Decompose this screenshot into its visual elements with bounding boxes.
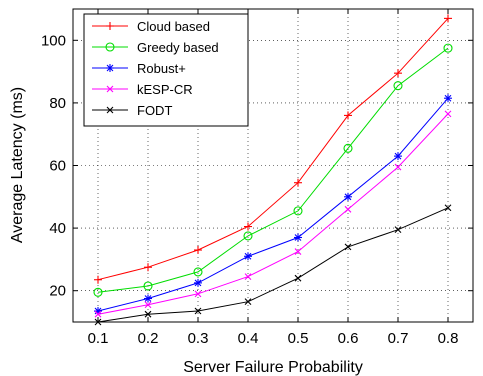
data-point-greedy-based xyxy=(293,206,303,216)
data-point-greedy-based xyxy=(443,43,453,53)
series-layer xyxy=(93,14,453,326)
data-point-greedy-based xyxy=(393,81,403,91)
y-tick-label: 60 xyxy=(49,158,66,175)
legend-label-kesp-cr: kESP-CR xyxy=(137,82,193,97)
x-tick-label: 0.6 xyxy=(338,330,359,347)
data-point-cloud-based xyxy=(394,69,402,78)
data-point-fodt xyxy=(294,274,302,282)
x-axis-label: Server Failure Probability xyxy=(183,359,363,376)
data-point-greedy-based xyxy=(93,287,103,297)
axis-ticks: 0.1 0.2 0.3 0.4 0.5 0.6 0.7 0.8 20 40 60 80 100 xyxy=(41,9,473,347)
data-point-robust xyxy=(344,192,352,201)
data-point-fodt xyxy=(344,243,352,251)
data-point-kesp-cr xyxy=(144,301,152,309)
y-tick-label: 100 xyxy=(41,32,66,49)
data-point-kesp-cr xyxy=(244,273,252,281)
data-point-kesp-cr xyxy=(394,163,402,171)
legend-marker-robust xyxy=(106,64,114,72)
data-point-kesp-cr xyxy=(344,205,352,213)
legend-label-robust: Robust+ xyxy=(137,61,186,76)
x-tick-label: 0.4 xyxy=(238,330,259,347)
data-point-greedy-based xyxy=(193,267,203,277)
series-line-robust xyxy=(97,97,449,312)
legend-label-greedy-based: Greedy based xyxy=(137,40,219,55)
x-tick-label: 0.3 xyxy=(188,330,209,347)
y-tick-label: 20 xyxy=(49,283,66,300)
legend: Cloud based Greedy based Robust+ kESP-CR FOD… xyxy=(83,13,249,127)
data-point-robust xyxy=(294,233,302,242)
y-tick-label: 40 xyxy=(49,220,66,237)
legend-marker-fodt xyxy=(106,106,114,114)
data-point-fodt xyxy=(194,307,202,315)
data-point-fodt xyxy=(144,310,152,318)
x-tick-label: 0.7 xyxy=(388,330,409,347)
data-point-cloud-based xyxy=(144,263,152,272)
legend-marker-greedy-based xyxy=(105,42,115,52)
data-point-kesp-cr xyxy=(94,310,102,318)
data-point-kesp-cr xyxy=(444,110,452,118)
y-tick-label: 80 xyxy=(49,95,66,112)
legend-marker-kesp-cr xyxy=(106,85,114,93)
data-point-fodt xyxy=(394,226,402,234)
series-line-cloud-based xyxy=(97,18,449,281)
data-point-robust xyxy=(244,252,252,261)
x-tick-label: 0.2 xyxy=(138,330,159,347)
data-point-greedy-based xyxy=(143,281,153,291)
x-tick-label: 0.1 xyxy=(88,330,109,347)
data-point-robust xyxy=(194,278,202,287)
legend-marker-cloud-based xyxy=(106,22,114,30)
x-tick-label: 0.8 xyxy=(438,330,459,347)
series-line-fodt xyxy=(97,207,449,323)
data-point-kesp-cr xyxy=(294,248,302,255)
data-point-kesp-cr xyxy=(194,290,202,298)
legend-label-cloud-based: Cloud based xyxy=(137,19,210,34)
data-point-cloud-based xyxy=(294,178,302,187)
data-point-cloud-based xyxy=(444,14,452,23)
data-point-robust xyxy=(394,152,402,161)
legend-label-fodt: FODT xyxy=(137,103,172,118)
data-point-cloud-based xyxy=(344,111,352,120)
data-point-robust xyxy=(444,94,452,103)
data-point-cloud-based xyxy=(244,222,252,231)
data-point-fodt xyxy=(444,204,452,212)
data-point-cloud-based xyxy=(94,275,102,284)
series-line-greedy-based xyxy=(97,47,449,293)
data-point-cloud-based xyxy=(194,246,202,255)
data-point-fodt xyxy=(244,298,252,306)
series-line-kesp-cr xyxy=(97,113,449,315)
x-tick-label: 0.5 xyxy=(288,330,309,347)
y-axis-label: Average Latency (ms) xyxy=(9,87,26,243)
data-point-robust xyxy=(144,294,152,303)
data-point-greedy-based xyxy=(243,231,253,241)
data-point-greedy-based xyxy=(343,143,353,153)
